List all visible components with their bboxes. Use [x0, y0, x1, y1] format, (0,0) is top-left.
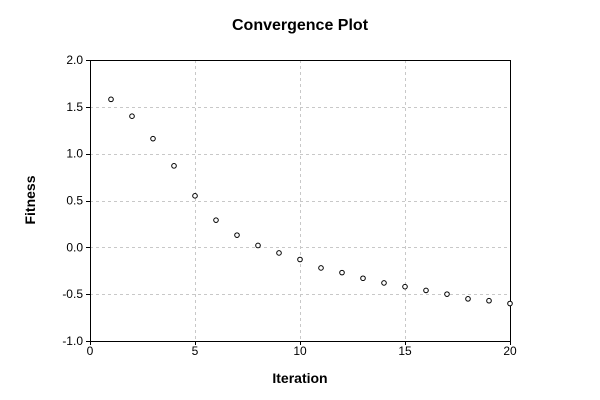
- data-point: [234, 232, 240, 238]
- data-point: [318, 265, 324, 271]
- y-tick-label: 2.0: [66, 53, 83, 67]
- data-point: [192, 193, 198, 199]
- y-axis-label: Fitness: [22, 175, 38, 224]
- grid-lines: [90, 60, 510, 341]
- data-point: [360, 275, 366, 282]
- data-point: [171, 163, 177, 169]
- data-point: [255, 242, 261, 249]
- y-tick-label: 1.5: [66, 100, 83, 114]
- data-points: [108, 96, 513, 307]
- y-tick-label: -1.0: [62, 334, 83, 348]
- axis-ticks: 0 5 10 15 20 -1.0 -0.5 0.0 0.5 1.0 1.5 2.0: [62, 53, 517, 358]
- chart-title: Convergence Plot: [232, 17, 369, 34]
- x-axis-label: Iteration: [272, 370, 327, 386]
- data-point: [423, 287, 429, 294]
- x-tick-label: 5: [192, 344, 199, 358]
- x-tick-label: 0: [87, 344, 94, 358]
- data-point: [444, 291, 450, 297]
- y-tick-label: -0.5: [62, 287, 83, 301]
- x-tick-label: 10: [293, 344, 307, 358]
- data-point: [150, 135, 156, 142]
- data-point: [486, 297, 492, 304]
- data-point: [381, 280, 387, 286]
- y-tick-label: 0.0: [66, 240, 83, 254]
- data-point: [276, 250, 282, 256]
- x-tick-label: 15: [398, 344, 412, 358]
- data-point: [129, 113, 135, 119]
- x-tick-label: 20: [503, 344, 517, 358]
- data-point: [108, 96, 114, 103]
- y-tick-label: 1.0: [66, 147, 83, 161]
- data-point: [213, 217, 219, 223]
- data-point: [402, 283, 408, 290]
- data-point: [465, 296, 471, 302]
- data-point: [339, 269, 345, 276]
- y-tick-label: 0.5: [66, 194, 83, 208]
- data-point: [507, 300, 513, 307]
- data-point: [297, 256, 303, 263]
